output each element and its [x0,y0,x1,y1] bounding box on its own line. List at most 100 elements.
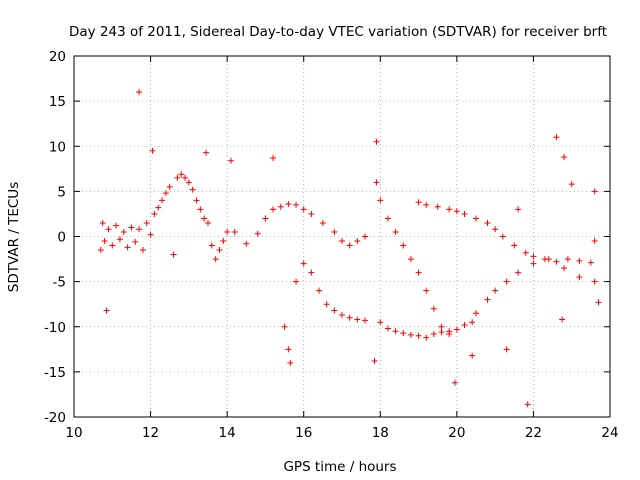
data-point [216,247,223,254]
data-point [136,226,143,233]
data-point [591,188,598,195]
axis-ticks: 10 12 14 16 18 20 22 24 -20 -15 -10 -5 0 5 10 15 20 [44,49,619,441]
y-tick-label: 20 [49,49,66,65]
data-point [227,157,234,164]
y-axis-label: SDTVAR / TECUs [6,182,22,292]
data-point [270,154,277,161]
data-point [473,310,479,317]
data-point [339,312,345,319]
data-point [415,199,422,206]
y-tick-label: 15 [49,94,66,110]
data-point [559,316,566,323]
data-point [469,319,476,326]
data-point [293,201,300,208]
series-tracks-15.5-17.6-low [281,260,368,353]
y-tick-label: 0 [57,230,66,246]
y-tick-label: -20 [44,410,66,426]
data-point [473,215,479,222]
data-point [446,330,453,337]
data-point [346,314,353,321]
data-point [262,215,269,222]
data-point [361,317,368,324]
data-point [469,352,476,359]
data-point [155,204,162,211]
data-point [277,203,284,210]
data-point [576,274,583,281]
chart-title: Day 243 of 2011, Sidereal Day-to-day VTE… [69,24,607,40]
data-point [270,206,277,213]
data-point [120,228,127,235]
data-point [484,219,491,226]
data-point [346,242,353,249]
data-point [308,210,315,217]
data-point [561,154,568,161]
x-tick-label: 10 [65,425,82,441]
data-point [319,219,326,226]
data-point [423,334,430,341]
data-point [492,287,499,294]
data-point [434,203,441,210]
data-point [224,228,231,235]
data-point [377,319,384,326]
series-tracks-10.7-12.6 [97,183,177,258]
data-point [212,256,219,263]
data-point [149,147,156,154]
data-point [174,174,181,181]
data-point [400,242,407,249]
data-point [423,201,430,208]
data-point [438,329,445,336]
data-point [182,174,189,181]
x-tick-label: 12 [142,425,159,441]
data-point [407,331,414,338]
data-point [392,228,399,235]
data-point [201,215,208,222]
data-point [407,256,414,263]
data-point [323,301,330,308]
data-point [220,238,227,245]
data-point [461,321,468,328]
data-point [522,249,529,256]
data-point [354,238,361,245]
x-tick-label: 24 [601,425,618,441]
data-point [430,330,437,337]
data-point [423,287,430,294]
data-point [576,257,583,264]
data-points [97,89,602,408]
data-point [203,149,210,156]
data-point [316,287,323,294]
data-point [159,197,166,204]
data-point [205,219,211,226]
data-point [361,233,368,240]
data-point [438,323,445,330]
grid [74,56,610,417]
data-point [553,134,560,141]
data-point [524,401,531,408]
data-point [285,346,292,353]
data-point [511,242,518,249]
data-point [331,307,338,314]
data-point [371,358,378,365]
x-tick-label: 20 [448,425,465,441]
data-point [461,210,468,217]
data-point [285,201,292,208]
x-tick-label: 18 [372,425,389,441]
data-point [105,226,112,233]
data-point [377,197,384,204]
data-point [103,307,110,314]
data-point [97,247,104,254]
data-point [561,265,568,272]
data-point [446,206,453,213]
data-point [170,251,177,258]
data-point [162,190,169,197]
data-point [147,231,154,238]
data-point [530,260,537,267]
series-outliers [103,89,602,408]
data-point [587,259,594,266]
data-point [354,316,361,323]
data-point [143,219,150,226]
data-point [151,210,158,217]
y-tick-label: -15 [44,365,66,381]
data-point [287,359,294,366]
data-point [530,253,537,260]
x-tick-label: 22 [525,425,542,441]
